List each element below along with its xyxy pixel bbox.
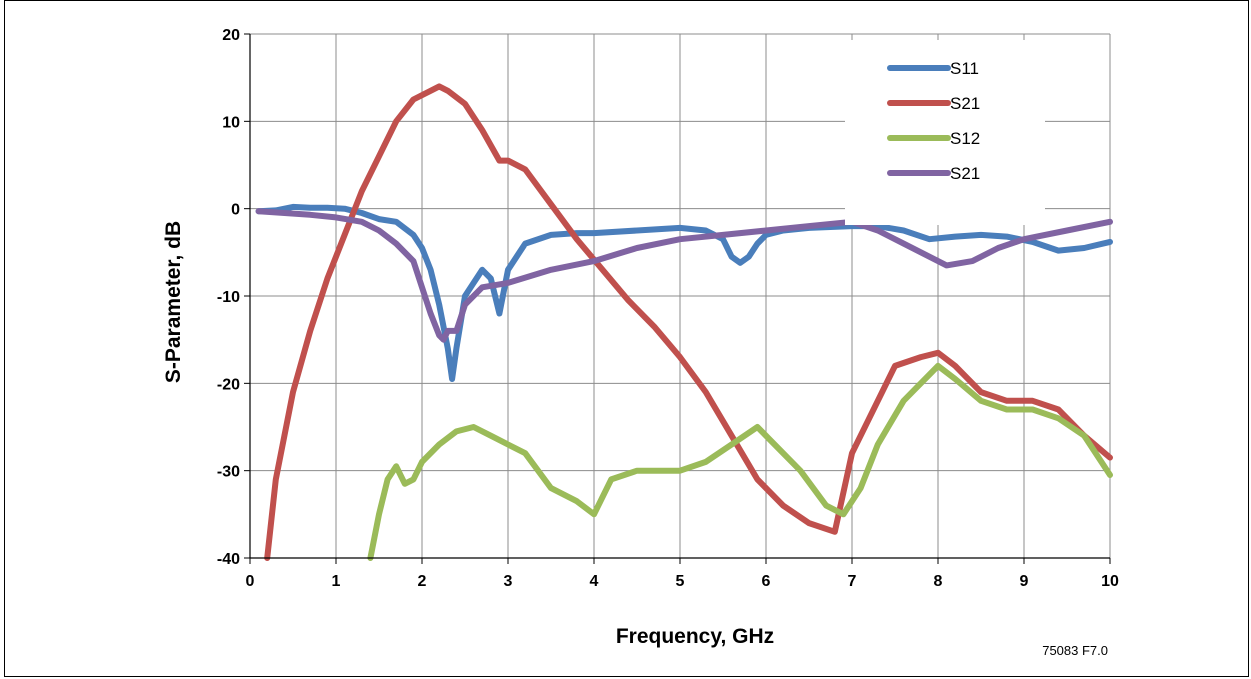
legend-label-3: S21 (950, 164, 980, 183)
figure-id: 75083 F7.0 (1042, 643, 1108, 658)
chart-legend: S11 S21 S12 S21 (845, 40, 1045, 225)
x-tick-label-5: 5 (676, 573, 685, 590)
legend-label-0: S11 (950, 59, 979, 78)
series-line-s21-1 (264, 83, 1113, 561)
x-tick-label-7: 7 (848, 573, 857, 590)
x-tick-label-9: 9 (1020, 573, 1029, 590)
legend-label-2: S12 (950, 129, 980, 148)
y-tick-label-5: -30 (217, 464, 240, 481)
y-tick-label-1: 10 (222, 114, 240, 131)
y-axis-label: S-Parameter, dB (162, 221, 185, 383)
x-tick-label-3: 3 (504, 573, 513, 590)
x-tick-label-6: 6 (762, 573, 771, 590)
series-line-s12-2 (367, 362, 1113, 561)
legend-label-1: S21 (950, 94, 980, 113)
y-tick-label-0: 20 (222, 27, 240, 44)
x-tick-label-2: 2 (418, 573, 427, 590)
x-tick-label-4: 4 (590, 573, 599, 590)
x-tick-label-8: 8 (934, 573, 943, 590)
y-tick-label-3: -10 (217, 289, 240, 306)
x-tick-label-0: 0 (246, 573, 255, 590)
series-line-s11-0 (255, 203, 1113, 382)
y-tick-label-6: -40 (217, 551, 240, 568)
x-axis-label: Frequency, GHz (616, 625, 774, 648)
tick-labels: 0 1 2 3 4 5 6 7 8 9 10 20 10 0 -10 -20 -30 -40 (217, 27, 1119, 590)
series-line-s21-3 (255, 208, 1113, 343)
chart-series (255, 83, 1113, 561)
x-tick-label-1: 1 (332, 573, 341, 590)
y-tick-label-4: -20 (217, 376, 240, 393)
y-tick-label-2: 0 (231, 202, 240, 219)
x-tick-label-10: 10 (1101, 573, 1119, 590)
chart-axes (244, 33, 1111, 564)
